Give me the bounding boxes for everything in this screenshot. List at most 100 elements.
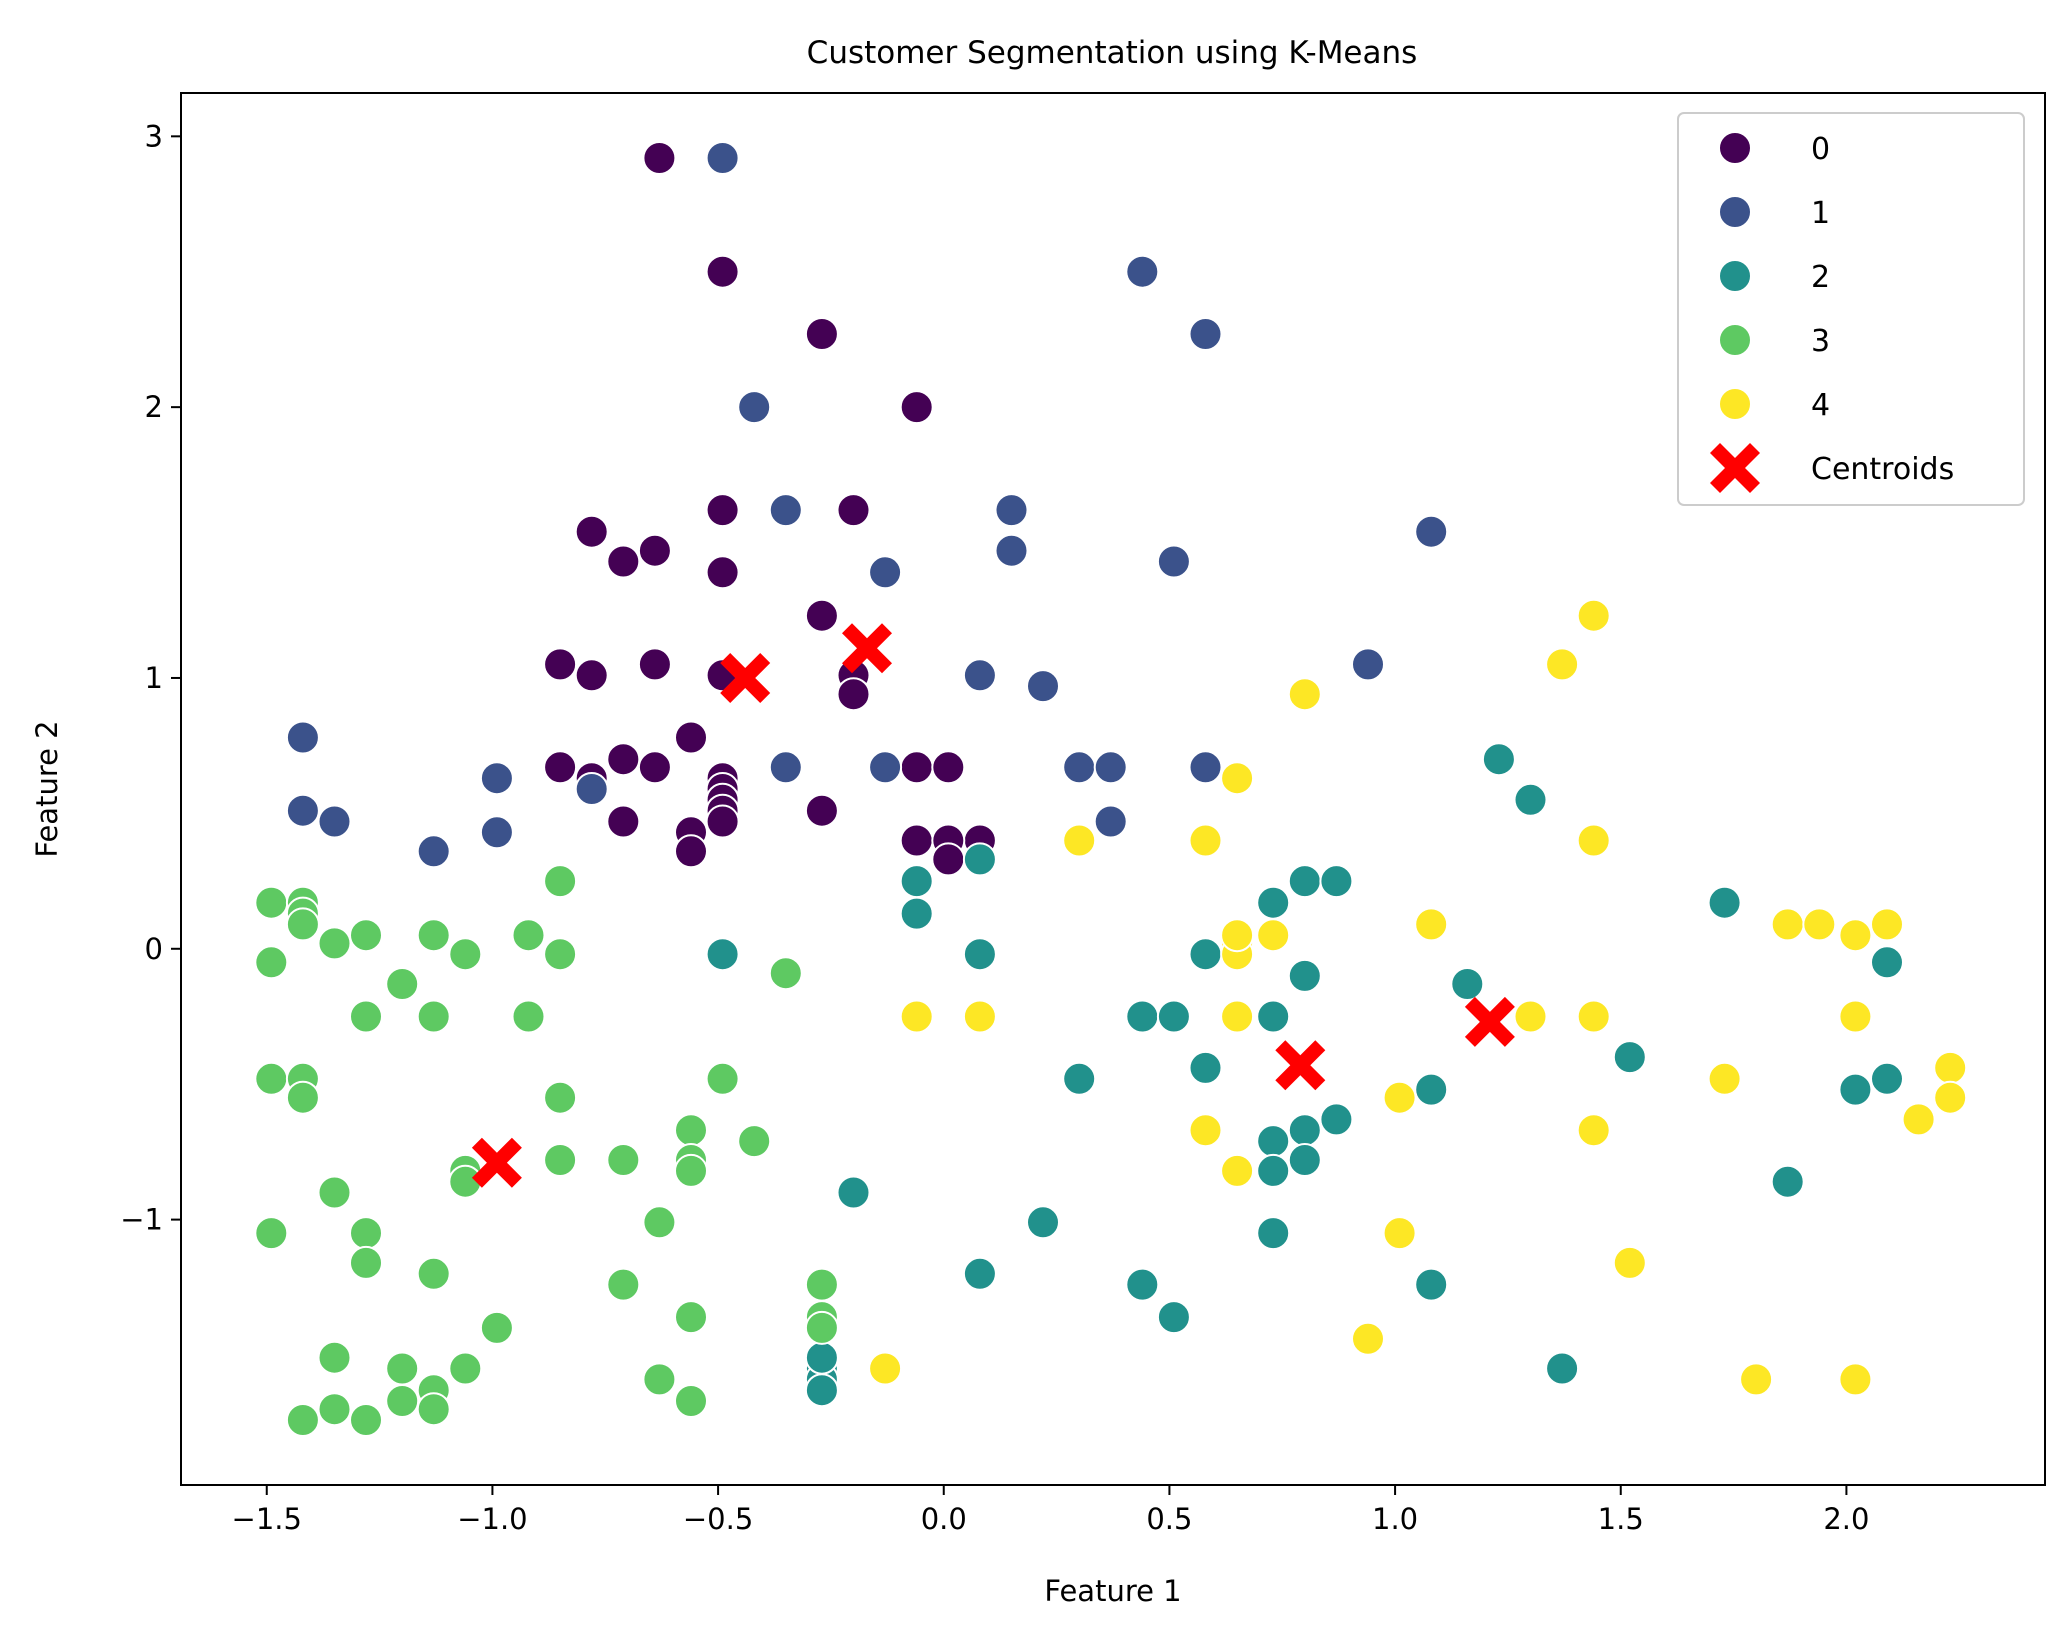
cluster-1-point [574, 772, 609, 806]
cluster-0-point [642, 141, 677, 175]
cluster-4-point [1220, 761, 1255, 796]
cluster-0-point [705, 804, 740, 839]
cluster-1-point [416, 834, 451, 869]
cluster-2-point [1612, 1040, 1647, 1075]
y-tick-label: 1 [145, 661, 163, 695]
centroid-marker [842, 623, 892, 674]
legend-marker-3 [1718, 323, 1752, 357]
cluster-3-point [543, 864, 578, 899]
y-tick-label: 3 [145, 119, 163, 153]
x-axis: −1.5 −1.0 −0.5 0.0 0.5 1.0 1.5 2.0 [232, 1485, 1869, 1536]
cluster-1-point [1351, 647, 1385, 682]
cluster-0-point [899, 390, 934, 425]
cluster-4-point [962, 999, 997, 1034]
cluster-3-point [448, 1351, 483, 1386]
x-axis-label: Feature 1 [1044, 1574, 1181, 1608]
cluster-3-point [349, 918, 383, 953]
cluster-0-point [705, 254, 740, 289]
cluster-1-point [479, 815, 514, 850]
cluster-1-point [868, 750, 903, 785]
cluster-2-point [1256, 999, 1291, 1034]
cluster-2-point [1414, 1267, 1449, 1302]
cluster-3-point [543, 1080, 578, 1115]
cluster-4-point [1838, 918, 1873, 953]
cluster-3-point [416, 999, 451, 1034]
cluster-4-point [1870, 907, 1904, 942]
cluster-1-point [1188, 750, 1223, 785]
legend-label: Centroids [1811, 452, 1954, 487]
y-tick-label: 0 [145, 932, 163, 966]
legend-marker-2 [1718, 259, 1752, 293]
cluster-3-point [606, 1143, 641, 1177]
cluster-0-point [931, 842, 966, 877]
cluster-3-point [511, 999, 546, 1034]
centroid-marker [720, 653, 771, 703]
cluster-3-point [642, 1205, 677, 1240]
cluster-0-point [637, 647, 672, 682]
cluster-1-point [1188, 317, 1223, 351]
cluster-2-point [1319, 1102, 1354, 1137]
cluster-1-point [1093, 804, 1128, 839]
cluster-2-point [1125, 1267, 1160, 1302]
cluster-1-point [868, 555, 903, 590]
cluster-4-point [1220, 999, 1255, 1034]
x-tick-label: −1.5 [232, 1502, 302, 1536]
cluster-3-point [285, 1080, 320, 1115]
cluster-2-point [1026, 1205, 1060, 1240]
cluster-4-point [1739, 1362, 1774, 1397]
x-tick-label: −0.5 [683, 1502, 753, 1536]
cluster-0-point [836, 677, 871, 712]
x-tick-label: 1.5 [1598, 1502, 1644, 1536]
cluster-4-point [1576, 999, 1611, 1034]
y-tick-label: −1 [120, 1203, 163, 1237]
cluster-2-point [836, 1175, 871, 1210]
cluster-0-point [637, 533, 672, 568]
cluster-0-point [674, 720, 708, 755]
cluster-1-point [962, 658, 997, 693]
cluster-2-point [804, 1373, 839, 1408]
cluster-3-point [385, 1384, 420, 1418]
cluster-2-point [1513, 782, 1548, 817]
cluster-4-point [1220, 918, 1255, 953]
cluster-1-point [1062, 750, 1097, 785]
plot-frame [180, 92, 2046, 1486]
y-axis: −1 0 1 2 3 [120, 119, 181, 1237]
cluster-2-point [962, 937, 997, 972]
cluster-3-point [543, 1143, 578, 1177]
cluster-4-point [1838, 999, 1873, 1034]
cluster-4-point [1576, 1113, 1611, 1148]
x-tick-label: 0.5 [1146, 1502, 1192, 1536]
cluster-1-point [1026, 669, 1060, 704]
cluster-1-point [768, 750, 803, 785]
cluster-4-point [1802, 907, 1837, 942]
cluster-3-point [285, 1403, 320, 1437]
cluster-1-point [994, 493, 1029, 528]
cluster-3-point [511, 918, 546, 953]
legend-label: 1 [1811, 196, 1830, 231]
cluster-2-point [1256, 1153, 1291, 1188]
cluster-1-point [737, 390, 772, 425]
cluster-3-point [674, 1384, 708, 1418]
cluster-1-point [285, 720, 320, 755]
cluster-3-point [416, 1392, 451, 1427]
cluster-3-point [254, 1216, 289, 1251]
cluster-2-point [1870, 1061, 1904, 1096]
cluster-3-point [674, 1113, 708, 1148]
cluster-4-point [1062, 823, 1097, 858]
cluster-4-point [1188, 1113, 1223, 1148]
cluster-0-point [804, 793, 839, 828]
cluster-3-point [768, 956, 803, 991]
cluster-3-point [317, 1392, 352, 1427]
cluster-2-point [1287, 864, 1322, 899]
cluster-0-point [574, 658, 609, 693]
cluster-3-point [385, 967, 420, 1001]
cluster-3-point [674, 1300, 708, 1335]
cluster-4-point [1382, 1216, 1417, 1251]
cluster-2-point [1770, 1164, 1805, 1199]
cluster-0-point [606, 544, 641, 579]
cluster-1-point [1125, 254, 1160, 289]
legend-label: 4 [1811, 388, 1830, 423]
cluster-3-point [543, 937, 578, 972]
centroid-marker [1464, 996, 1515, 1047]
cluster-2-point [1125, 999, 1160, 1034]
